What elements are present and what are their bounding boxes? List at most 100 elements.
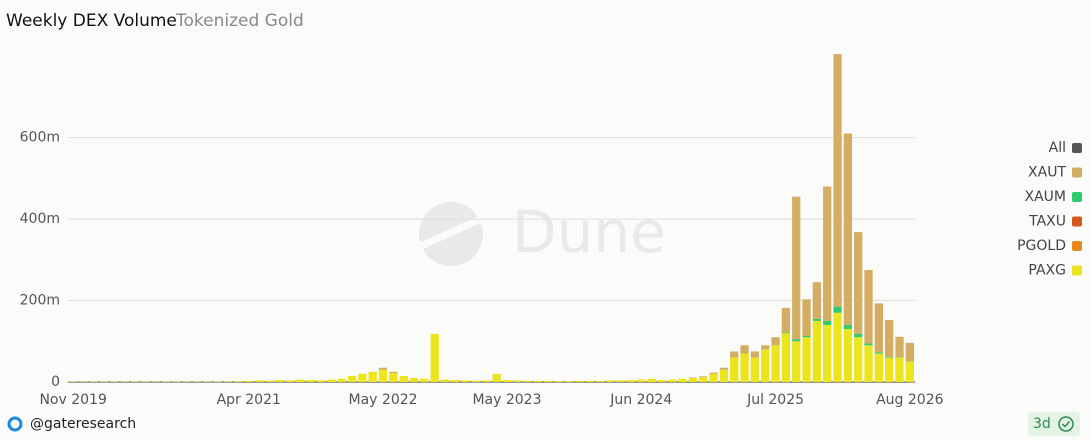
bar-segment [306, 379, 315, 382]
x-tick-label: May 2023 [472, 392, 541, 408]
bar-segment [864, 345, 873, 382]
bar-segment [792, 341, 801, 382]
bar-segment [781, 332, 791, 334]
bar-segment [874, 352, 883, 354]
bar-segment [781, 307, 791, 333]
bar-segment [719, 367, 729, 370]
bar-segment [874, 353, 883, 382]
bar-segment [843, 133, 852, 325]
x-tick-label: Nov 2019 [39, 392, 106, 408]
bar-segment [420, 378, 429, 382]
bar-segment [730, 357, 739, 382]
bar-segment [471, 380, 481, 382]
bar-segment [833, 312, 842, 382]
bar-segment [296, 379, 305, 382]
bar-segment [244, 380, 253, 382]
bar-segment [688, 377, 698, 382]
legend-label[interactable]: TAXU [1028, 214, 1066, 230]
legend-label[interactable]: PAXG [1028, 263, 1066, 279]
legend-label[interactable]: PGOLD [1017, 238, 1066, 254]
bar-segment [647, 378, 656, 382]
bar-segment [740, 345, 749, 354]
y-tick-label: 600m [20, 130, 60, 146]
bar-segment [895, 336, 904, 358]
watermark-text: Dune [512, 198, 666, 266]
bar-segment [730, 351, 739, 358]
bar-segment [833, 306, 842, 313]
legend-swatch [1072, 241, 1082, 251]
legend-swatch [1072, 192, 1082, 202]
bar-segment [678, 378, 687, 382]
bar-segment [347, 375, 357, 382]
bar-segment [440, 379, 450, 382]
bar-segment [864, 343, 873, 346]
bar-segment [854, 337, 863, 382]
bar-segment [864, 269, 873, 344]
bar-segment [905, 342, 914, 362]
legend-label[interactable]: XAUM [1025, 189, 1067, 205]
legend-swatch [1072, 216, 1082, 227]
bar-segment [389, 371, 398, 374]
bar-segment [409, 377, 419, 382]
y-tick-label: 400m [20, 211, 60, 227]
badge-text[interactable]: 3d [1033, 416, 1051, 432]
bar-segment [802, 299, 811, 336]
bar-segment [502, 379, 512, 382]
bar-segment [358, 373, 367, 382]
bar-segment [792, 339, 801, 342]
bar-segment [812, 320, 822, 382]
x-tick-label: Jun 2024 [609, 392, 672, 408]
bar-segment [430, 333, 439, 382]
bar-segment [544, 380, 553, 382]
legend-label[interactable]: XAUT [1028, 165, 1066, 181]
legend-label[interactable]: All [1049, 140, 1066, 156]
x-tick-label: Aug 2026 [876, 392, 944, 408]
bar-segment [316, 380, 326, 382]
y-tick-label: 200m [20, 293, 60, 309]
bar-segment [843, 329, 852, 382]
bar-segment [657, 379, 667, 382]
badge-check [1061, 420, 1071, 428]
bar-segment [802, 335, 811, 338]
legend-swatch [1072, 143, 1082, 153]
watermark-logo [419, 202, 483, 266]
y-tick-label: 0 [51, 374, 60, 390]
x-tick-label: May 2022 [349, 392, 418, 408]
bar-segment [451, 379, 460, 382]
bar-segment [389, 373, 398, 382]
watermark-logo-cut [419, 214, 485, 250]
bar-segment [823, 324, 832, 382]
watermark: Dune [419, 198, 666, 266]
footer-logo [7, 416, 23, 432]
bar-segment [533, 380, 543, 382]
bar-segment [513, 380, 522, 382]
chart-title: Weekly DEX Volume [6, 11, 177, 31]
bar-segment [823, 186, 832, 321]
bar-segment [378, 369, 388, 382]
bar-segment [709, 373, 718, 382]
bar-segment [885, 320, 894, 357]
bar-segment [234, 381, 243, 382]
footer-handle[interactable]: @gateresearch [30, 416, 136, 432]
legend-swatch [1072, 167, 1082, 178]
bar-segment [492, 373, 501, 382]
bar-segment [399, 375, 408, 382]
bar-segment [637, 379, 646, 382]
bar-segment [265, 380, 274, 382]
bar-segment [699, 376, 708, 378]
bar-segment [874, 303, 883, 353]
bar-segment [254, 380, 264, 382]
badge-bg[interactable] [1028, 412, 1080, 436]
bar-segment [740, 353, 749, 382]
bar-segment [482, 380, 491, 382]
bar-segment [823, 320, 832, 325]
bar-segment [368, 371, 377, 382]
bar-segment [895, 357, 904, 382]
bar-segment [327, 379, 336, 382]
bar-segment [885, 357, 894, 382]
bar-segment [378, 367, 388, 370]
bar-segment [885, 356, 894, 358]
bar-segment [761, 345, 770, 350]
legend-swatch [1072, 265, 1082, 276]
bar-segment [792, 196, 801, 340]
